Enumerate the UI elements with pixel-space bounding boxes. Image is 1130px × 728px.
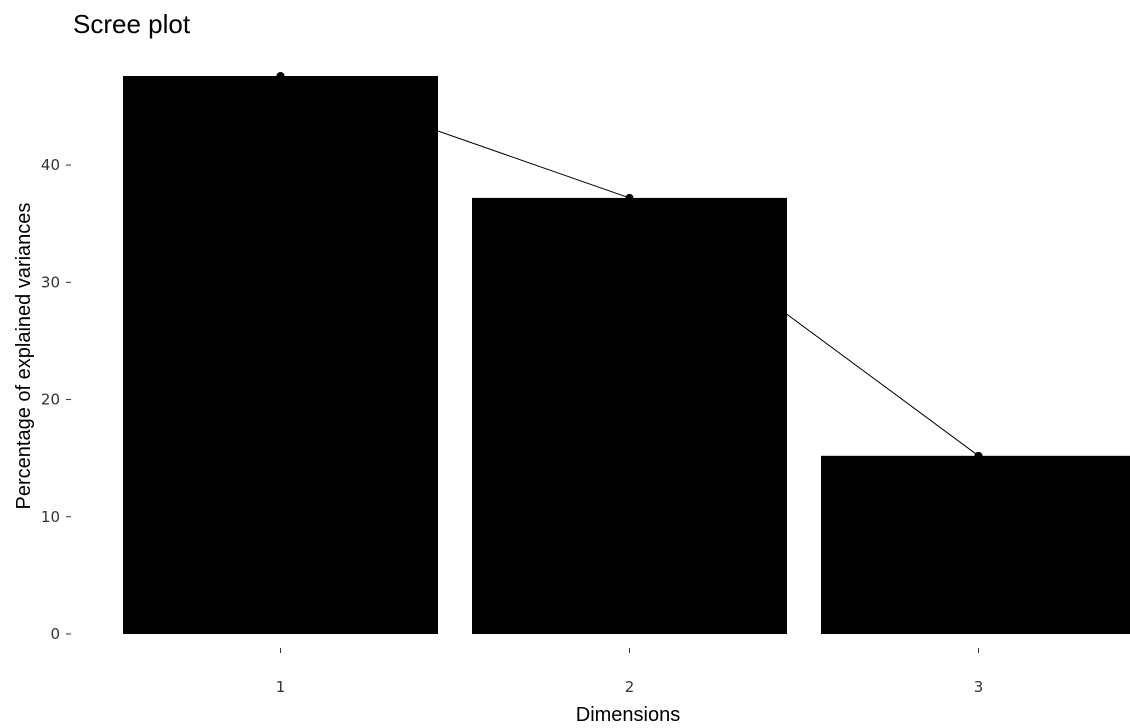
y-axis-ticks: 0 10 20 30 40: [41, 156, 71, 643]
bar-dimension-3: [821, 455, 1130, 634]
bar-dimension-2: [472, 197, 787, 635]
y-tick-label-20: 20: [41, 391, 60, 409]
trend-point-1: [276, 72, 285, 80]
y-tick-label-10: 10: [41, 508, 60, 526]
trend-point-3: [974, 451, 983, 460]
y-axis-label: Percentage of explained variances: [13, 203, 35, 510]
x-axis-label: Dimensions: [576, 704, 680, 726]
y-tick-label-30: 30: [41, 273, 60, 291]
chart-title: Scree plot: [73, 9, 191, 39]
y-tick-label-0: 0: [50, 625, 60, 643]
bar-dimension-1: [123, 76, 438, 634]
bars-group: [123, 76, 1130, 635]
x-axis-ticks: 1 2 3: [276, 648, 984, 696]
y-tick-label-40: 40: [41, 156, 60, 174]
x-tick-label-1: 1: [276, 678, 286, 696]
trend-line-group: [276, 72, 983, 460]
x-tick-label-3: 3: [974, 678, 984, 696]
x-tick-label-2: 2: [625, 678, 635, 696]
trend-point-2: [625, 193, 634, 202]
